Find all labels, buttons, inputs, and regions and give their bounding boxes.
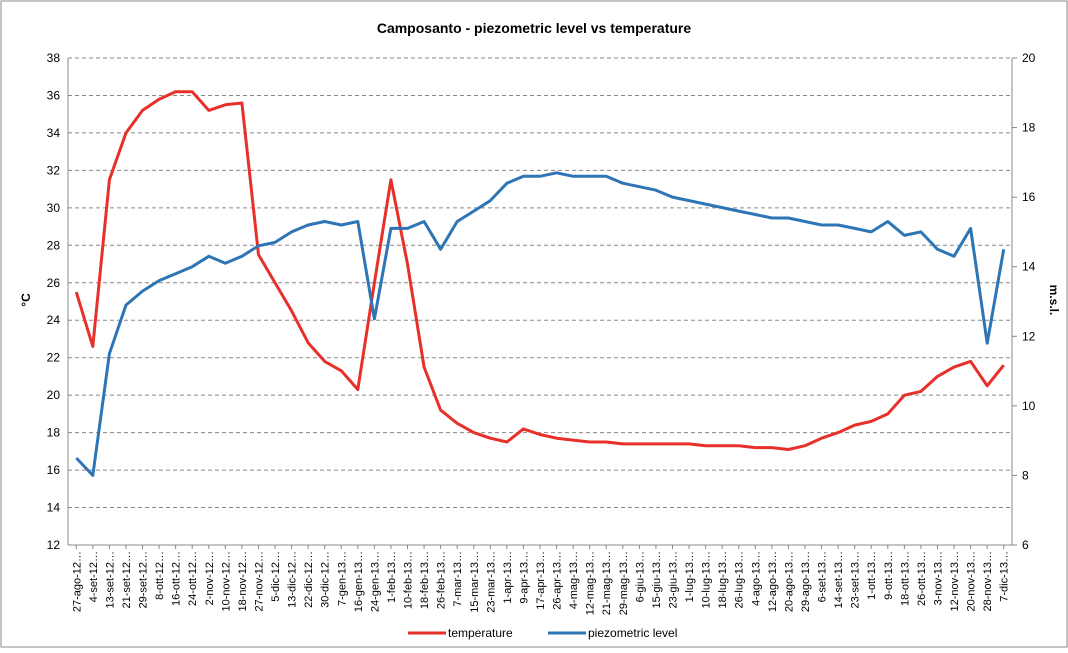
x-tick-label: 29-mag-13… [618, 551, 630, 615]
x-tick-label: 6-set-13… [817, 551, 829, 602]
x-tick-label: 18-lug-13… [717, 551, 729, 608]
x-tick-label: 13-dic-12… [287, 551, 299, 608]
x-tick-label: 10-nov-12… [220, 551, 232, 612]
x-tick-label: 12-nov-13… [949, 551, 961, 612]
y-tick-label: 12 [47, 538, 61, 552]
x-tick-label: 20-ago-13… [783, 551, 795, 612]
x-tick-label: 15-giu-13… [651, 551, 663, 608]
x-tick-label: 12-mag-13… [585, 551, 597, 615]
x-tick-label: 1-ott-13… [866, 551, 878, 600]
x-tick-label: 29-set-12… [138, 551, 150, 608]
x-tick-label: 15-mar-13… [469, 551, 481, 613]
x-tick-label: 7-dic-13… [999, 551, 1011, 602]
x-tick-label: 9-apr-13… [518, 551, 530, 604]
series-line [75, 171, 1006, 477]
x-tick-label: 10-feb-13… [403, 551, 415, 609]
y-axis-title: °C [19, 293, 33, 307]
y-tick-label: 30 [47, 201, 61, 215]
x-tick-label: 23-giu-13… [667, 551, 679, 608]
x-tick-label: 7-mar-13… [452, 551, 464, 607]
y-tick-label: 32 [47, 163, 61, 177]
x-tick-label: 29-ago-13… [800, 551, 812, 612]
y2-tick-label: 12 [1022, 329, 1036, 343]
legend-label: temperature [448, 626, 513, 640]
x-tick-label: 24-ott-12… [187, 551, 199, 606]
x-tick-label: 26-apr-13… [552, 551, 564, 610]
x-tick-label: 30-dic-12… [320, 551, 332, 608]
y-tick-label: 18 [47, 426, 61, 440]
x-tick-label: 14-set-13… [833, 551, 845, 608]
x-tick-label: 28-nov-13… [982, 551, 994, 612]
y2-tick-label: 16 [1022, 190, 1036, 204]
y-tick-label: 22 [47, 351, 61, 365]
y-tick-label: 16 [47, 463, 61, 477]
x-tick-label: 27-ago-12… [71, 551, 83, 612]
x-tick-label: 16-ott-12… [171, 551, 183, 606]
y2-tick-label: 8 [1022, 468, 1029, 482]
x-tick-label: 13-set-12… [104, 551, 116, 608]
x-tick-label: 18-ott-13… [899, 551, 911, 606]
x-tick-label: 17-apr-13… [535, 551, 547, 610]
x-tick-label: 1-lug-13… [684, 551, 696, 602]
x-tick-label: 6-giu-13… [634, 551, 646, 602]
y2-tick-label: 20 [1022, 51, 1036, 65]
chart-title: Camposanto - piezometric level vs temper… [377, 20, 692, 36]
x-tick-label: 21-mag-13… [601, 551, 613, 615]
x-tick-label: 26-feb-13… [436, 551, 448, 609]
x-tick-label: 1-apr-13… [502, 551, 514, 604]
y-tick-label: 26 [47, 276, 61, 290]
x-tick-label: 18-nov-12… [237, 551, 249, 612]
x-tick-label: 2-nov-12… [204, 551, 216, 605]
x-tick-label: 12-ago-13… [767, 551, 779, 612]
x-tick-label: 9-ott-13… [883, 551, 895, 600]
x-tick-label: 23-mar-13… [485, 551, 497, 613]
y2-tick-label: 18 [1022, 121, 1036, 135]
x-tick-label: 27-nov-12… [253, 551, 265, 612]
x-tick-label: 26-lug-13… [734, 551, 746, 608]
y-tick-label: 34 [47, 126, 61, 140]
x-tick-label: 26-ott-13… [916, 551, 928, 606]
x-tick-label: 16-gen-13… [353, 551, 365, 612]
y2-axis-title: m.s.l. [1047, 285, 1061, 316]
x-tick-label: 24-gen-13… [369, 551, 381, 612]
y-tick-label: 14 [47, 501, 61, 515]
x-tick-label: 8-ott-12… [154, 551, 166, 600]
x-tick-label: 4-ago-13… [750, 551, 762, 606]
x-tick-label: 20-nov-13… [966, 551, 978, 612]
legend-label: piezometric level [588, 626, 677, 640]
y2-tick-label: 10 [1022, 399, 1036, 413]
y2-tick-label: 14 [1022, 260, 1036, 274]
x-tick-label: 4-set-12… [88, 551, 100, 602]
x-tick-label: 18-feb-13… [419, 551, 431, 609]
x-tick-label: 3-nov-13… [932, 551, 944, 605]
x-tick-label: 23-set-13… [850, 551, 862, 608]
x-tick-label: 5-dic-12… [270, 551, 282, 602]
y-tick-label: 38 [47, 51, 61, 65]
x-tick-label: 22-dic-12… [303, 551, 315, 608]
y2-tick-label: 6 [1022, 538, 1029, 552]
x-tick-label: 7-gen-13… [336, 551, 348, 606]
y-tick-label: 36 [47, 88, 61, 102]
x-tick-label: 21-set-12… [121, 551, 133, 608]
series-line [74, 90, 1005, 451]
x-tick-label: 10-lug-13… [701, 551, 713, 608]
x-tick-label: 4-mag-13… [568, 551, 580, 609]
y-tick-label: 20 [47, 388, 61, 402]
y-tick-label: 28 [47, 238, 61, 252]
y-tick-label: 24 [47, 313, 61, 327]
x-tick-label: 1-feb-13… [386, 551, 398, 603]
